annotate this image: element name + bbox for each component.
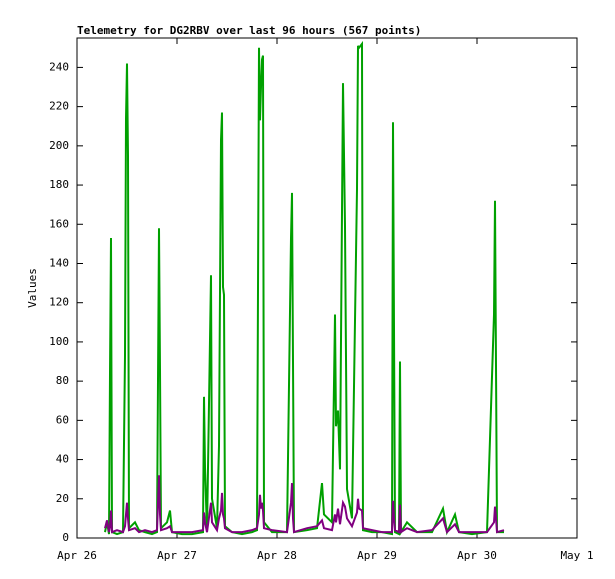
y-tick-label: 60 bbox=[56, 413, 69, 426]
chart-title: Telemetry for DG2RBV over last 96 hours … bbox=[77, 24, 421, 37]
x-tick-label: Apr 30 bbox=[457, 549, 497, 562]
series-line bbox=[104, 40, 504, 536]
plot-frame bbox=[76, 37, 578, 539]
y-tick-label: 220 bbox=[49, 100, 69, 113]
y-tick-label: 20 bbox=[56, 492, 69, 505]
y-tick-label: 40 bbox=[56, 453, 69, 466]
y-tick-label: 120 bbox=[49, 296, 69, 309]
y-axis-label: Values bbox=[26, 268, 39, 308]
y-tick-label: 160 bbox=[49, 217, 69, 230]
x-tick-label: Apr 29 bbox=[357, 549, 397, 562]
y-tick-label: 0 bbox=[62, 531, 69, 544]
y-tick-label: 100 bbox=[49, 335, 69, 348]
x-tick-label: Apr 27 bbox=[157, 549, 197, 562]
y-tick-label: 140 bbox=[49, 256, 69, 269]
y-tick-label: 180 bbox=[49, 178, 69, 191]
x-tick-label: Apr 28 bbox=[257, 549, 297, 562]
series-line bbox=[104, 475, 505, 535]
y-tick-label: 200 bbox=[49, 139, 69, 152]
x-tick-label: May 1 bbox=[560, 549, 593, 562]
y-tick-label: 80 bbox=[56, 374, 69, 387]
x-tick-label: Apr 26 bbox=[57, 549, 97, 562]
y-tick-label: 240 bbox=[49, 60, 69, 73]
